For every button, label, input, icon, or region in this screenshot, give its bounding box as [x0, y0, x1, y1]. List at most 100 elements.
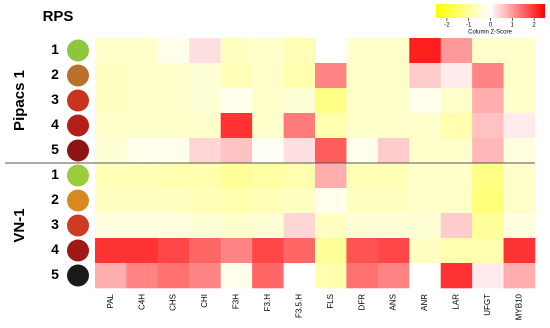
- heat-cell: [440, 113, 473, 139]
- heat-cell: [440, 63, 473, 89]
- heat-cell: [126, 113, 159, 139]
- colorbar-tick-label: -2: [444, 23, 450, 29]
- heat-cell: [346, 263, 379, 289]
- colorbar-tick-label: 2: [532, 23, 536, 29]
- heat-cell: [503, 238, 536, 264]
- heat-cell: [220, 138, 253, 164]
- heat-cell: [409, 38, 442, 64]
- heat-cell: [126, 138, 159, 164]
- heat-cell: [252, 38, 284, 64]
- group-label: VN-1: [11, 208, 28, 242]
- column-label: DFR: [357, 294, 366, 311]
- heat-cell: [157, 263, 190, 289]
- heat-cell: [283, 88, 316, 114]
- heat-cell: [409, 213, 442, 239]
- column-label: FLS: [326, 294, 335, 309]
- column-label: MYB10: [514, 293, 523, 320]
- heat-cell: [315, 263, 347, 289]
- heat-cell: [315, 238, 347, 264]
- heat-cell: [126, 213, 159, 239]
- heat-cell: [252, 113, 284, 139]
- row-label: 2: [51, 191, 59, 207]
- colorbar-tick-label: -1: [466, 23, 472, 29]
- heat-cell: [157, 163, 190, 189]
- heat-cell: [315, 213, 347, 239]
- heat-cell: [283, 38, 316, 64]
- heat-cell: [440, 88, 473, 114]
- heat-cell: [503, 213, 536, 239]
- heat-cell: [472, 63, 504, 89]
- heat-cell: [377, 163, 410, 189]
- heat-cell: [472, 113, 504, 139]
- heat-cell: [126, 38, 159, 64]
- heat-cell: [409, 163, 442, 189]
- heat-cell: [252, 263, 284, 289]
- column-label: C4H: [137, 294, 146, 310]
- heat-cell: [283, 238, 316, 264]
- heat-cell: [346, 213, 379, 239]
- column-label: LAR: [452, 294, 461, 310]
- heat-cell: [189, 263, 222, 289]
- heat-cell: [472, 163, 504, 189]
- column-label: CHI: [200, 294, 209, 308]
- sample-image: [67, 164, 89, 187]
- heat-cell: [220, 38, 253, 64]
- heat-cell: [252, 238, 284, 264]
- heat-cell: [315, 188, 347, 214]
- heat-cell: [95, 38, 127, 64]
- heat-cell: [315, 113, 347, 139]
- row-label: 1: [51, 41, 59, 57]
- heat-cell: [409, 238, 442, 264]
- row-label: 4: [51, 116, 59, 132]
- heat-cell: [189, 38, 222, 64]
- colorbar-tick-label: 0: [489, 23, 493, 29]
- heat-cell: [126, 238, 159, 264]
- heat-cell: [283, 113, 316, 139]
- sample-image: [67, 64, 89, 87]
- heat-cell: [346, 138, 379, 164]
- heat-cell: [315, 88, 347, 114]
- heat-cell: [472, 38, 504, 64]
- heat-cell: [189, 238, 222, 264]
- column-label: PAL: [106, 293, 115, 308]
- heat-cell: [409, 63, 442, 89]
- heat-cell: [283, 63, 316, 89]
- row-label: 2: [51, 66, 59, 82]
- heat-cell: [189, 163, 222, 189]
- heat-cell: [220, 263, 253, 289]
- heat-cell: [157, 88, 190, 114]
- heat-cell: [220, 88, 253, 114]
- colorbar: [436, 4, 545, 18]
- sample-image: [67, 264, 89, 287]
- heat-cell: [157, 138, 190, 164]
- heat-cell: [126, 88, 159, 114]
- sample-image: [67, 114, 89, 137]
- sample-image: [67, 139, 89, 162]
- column-label: F3.H: [263, 294, 272, 312]
- heat-cell: [157, 213, 190, 239]
- heat-cell: [189, 88, 222, 114]
- row-label: 3: [51, 91, 59, 107]
- column-label: UFGT: [483, 294, 492, 316]
- heat-cell: [95, 88, 127, 114]
- heat-cell: [189, 213, 222, 239]
- heat-cell: [283, 263, 316, 289]
- heat-cell: [377, 88, 410, 114]
- heat-cell: [157, 188, 190, 214]
- heat-cell: [252, 88, 284, 114]
- sample-image: [67, 214, 89, 237]
- heat-cell: [440, 163, 473, 189]
- heat-cell: [189, 113, 222, 139]
- column-label: F3.5.H: [294, 294, 303, 318]
- heat-cell: [503, 113, 536, 139]
- group-label: Pipacs 1: [11, 70, 28, 131]
- heat-cell: [440, 263, 473, 289]
- heat-cell: [252, 213, 284, 239]
- heat-cell: [503, 138, 536, 164]
- heat-cell: [377, 213, 410, 239]
- heat-cell: [220, 63, 253, 89]
- heat-cell: [315, 63, 347, 89]
- heat-cell: [126, 188, 159, 214]
- heat-cell: [377, 188, 410, 214]
